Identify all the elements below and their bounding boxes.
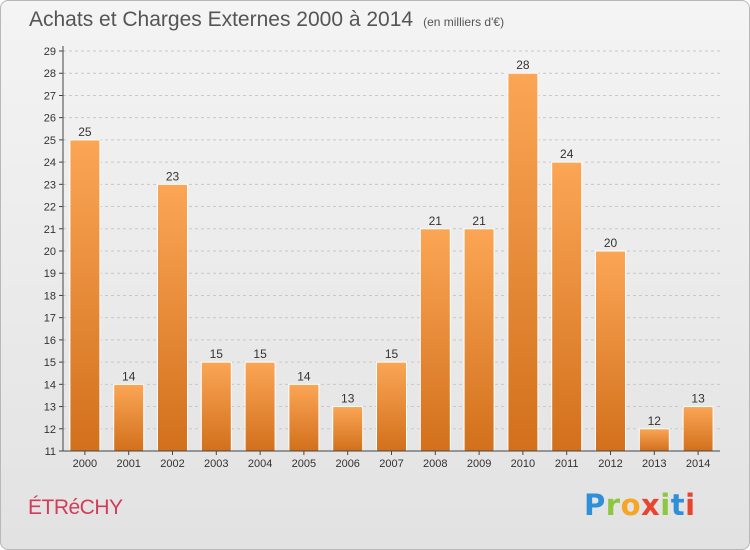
data-label-2006: 13 — [341, 392, 355, 406]
data-label-2000: 25 — [78, 125, 92, 139]
bar-2012 — [595, 250, 626, 452]
chart-title-block: Achats et Charges Externes 2000 à 2014 (e… — [29, 8, 504, 32]
bar-2002 — [157, 183, 188, 452]
y-tick-label: 24 — [44, 157, 56, 169]
commune-name: ÉTRéCHY — [28, 496, 123, 519]
chart-subtitle: (en milliers d'€) — [423, 15, 505, 29]
y-tick-label: 29 — [44, 46, 56, 58]
y-tick-label: 18 — [44, 290, 56, 302]
data-label-2008: 21 — [429, 214, 443, 228]
y-tick-label: 19 — [44, 268, 56, 280]
data-label-2010: 28 — [516, 58, 530, 72]
x-tick-label-2007: 2007 — [379, 458, 403, 470]
x-tick-label-2013: 2013 — [642, 458, 666, 470]
logo-letter: P — [584, 488, 606, 522]
bar-2009 — [463, 228, 495, 452]
x-tick-label-2004: 2004 — [248, 458, 272, 470]
x-tick-label-2009: 2009 — [467, 458, 491, 470]
data-label-2009: 21 — [472, 214, 486, 228]
data-label-2004: 15 — [253, 347, 267, 361]
y-tick-label: 13 — [44, 402, 56, 414]
y-tick-label: 27 — [44, 90, 56, 102]
bar-2013 — [638, 428, 670, 452]
bar-2014 — [682, 406, 714, 452]
x-tick-label-2002: 2002 — [160, 458, 184, 470]
data-label-2014: 13 — [691, 392, 705, 406]
y-tick-label: 26 — [44, 113, 56, 125]
bar-2001 — [113, 383, 145, 452]
logo-letter: r — [605, 488, 621, 522]
y-tick-label: 20 — [44, 246, 56, 258]
y-tick-label: 17 — [44, 313, 56, 325]
bar-2006 — [332, 406, 364, 452]
logo-letter: i — [685, 488, 696, 522]
bar-2010 — [507, 72, 539, 452]
y-tick-label: 23 — [44, 179, 56, 191]
data-label-2011: 24 — [560, 147, 574, 161]
x-tick-label-2000: 2000 — [73, 458, 97, 470]
y-tick-label: 22 — [44, 202, 56, 214]
data-label-2012: 20 — [604, 236, 618, 250]
bar-2011 — [551, 161, 583, 452]
y-tick-label: 14 — [44, 379, 56, 391]
logo-letter: i — [660, 488, 671, 522]
x-tick-label-2006: 2006 — [335, 458, 359, 470]
x-tick-label-2012: 2012 — [598, 458, 622, 470]
data-label-2013: 12 — [648, 414, 662, 428]
bar-2004 — [244, 361, 276, 452]
bar-2005 — [288, 383, 320, 452]
y-tick-label: 12 — [44, 424, 56, 436]
logo-letter: x — [641, 488, 661, 522]
x-tick-label-2001: 2001 — [116, 458, 140, 470]
bar-2007 — [376, 361, 407, 452]
x-tick-label-2008: 2008 — [423, 458, 447, 470]
data-label-2007: 15 — [385, 347, 399, 361]
y-tick-label: 25 — [44, 135, 56, 147]
x-tick-label-2005: 2005 — [292, 458, 316, 470]
y-tick-label: 21 — [44, 224, 56, 236]
y-tick-label: 11 — [45, 446, 56, 458]
data-label-2005: 14 — [297, 369, 311, 383]
x-tick-label-2014: 2014 — [686, 458, 710, 470]
x-tick-label-2011: 2011 — [555, 458, 579, 470]
chart-title: Achats et Charges Externes 2000 à 2014 — [29, 8, 414, 31]
data-label-2002: 23 — [166, 169, 180, 183]
data-label-2003: 15 — [210, 347, 224, 361]
bar-2003 — [200, 361, 232, 452]
x-tick-label-2010: 2010 — [511, 458, 535, 470]
data-label-2001: 14 — [122, 369, 136, 383]
bar-2008 — [419, 228, 451, 452]
logo-letter: t — [670, 488, 686, 522]
bar-2000 — [69, 139, 101, 452]
y-tick-label: 15 — [44, 357, 56, 369]
y-tick-label: 28 — [44, 68, 56, 80]
logo-letter: o — [620, 488, 642, 522]
y-tick-label: 16 — [44, 335, 56, 347]
proxiti-logo: Proxiti — [584, 488, 696, 522]
x-tick-label-2003: 2003 — [204, 458, 228, 470]
